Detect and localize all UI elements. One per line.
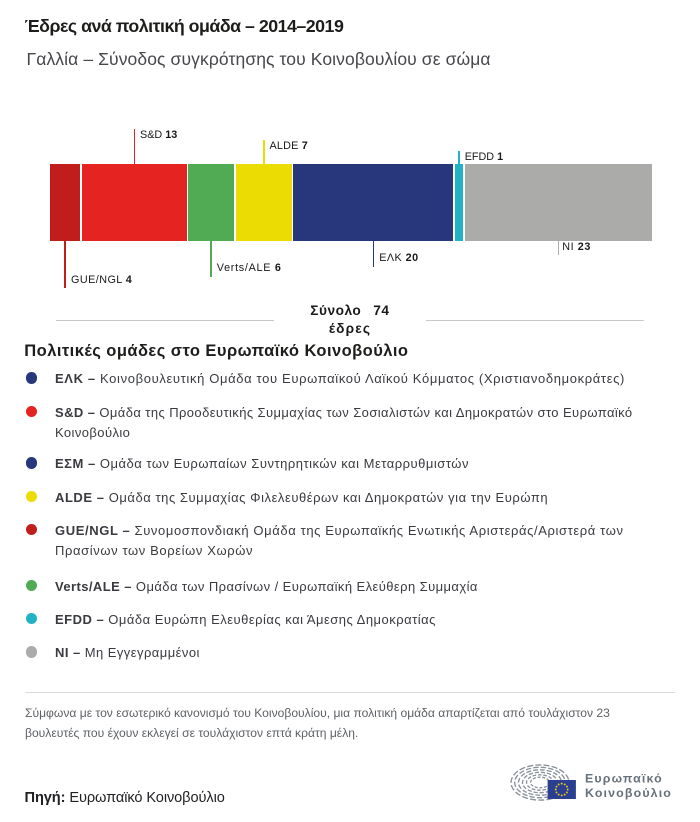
svg-text:Κοινοβούλιο: Κοινοβούλιο <box>585 786 672 800</box>
svg-text:Ευρωπαϊκό: Ευρωπαϊκό <box>585 771 663 785</box>
